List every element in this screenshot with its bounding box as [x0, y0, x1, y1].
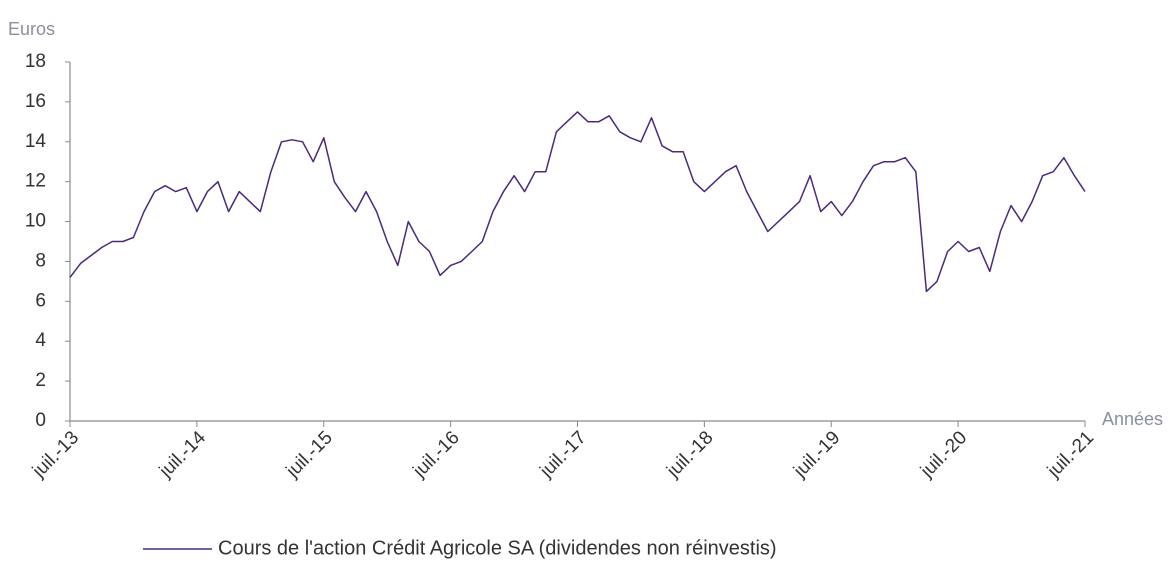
y-tick-label: 12 — [25, 171, 46, 192]
y-tick-label: 4 — [35, 330, 46, 351]
x-tick-label: juil.-14 — [155, 427, 210, 482]
x-tick-label: juil.-17 — [535, 427, 590, 482]
x-tick-label: juil.-18 — [662, 427, 717, 482]
y-tick-label: 18 — [25, 51, 46, 72]
y-tick-label: 8 — [35, 250, 46, 271]
y-tick-label: 6 — [35, 290, 46, 311]
y-tick-label: 2 — [35, 370, 46, 391]
legend-label: Cours de l'action Crédit Agricole SA (di… — [218, 537, 777, 559]
y-tick-label: 0 — [35, 410, 46, 431]
x-tick-label: juil.-13 — [28, 427, 83, 482]
y-tick-label: 16 — [25, 91, 46, 112]
x-tick-label: juil.-21 — [1043, 427, 1098, 482]
line-series — [69, 111, 1086, 293]
x-tick-label: juil.-15 — [282, 427, 337, 482]
x-tick-label: juil.-20 — [916, 427, 971, 482]
x-tick-label: juil.-16 — [409, 427, 464, 482]
y-tick-label: 10 — [25, 211, 46, 232]
y-axis-label: Euros — [8, 19, 55, 39]
x-tick-label: juil.-19 — [789, 427, 844, 482]
x-axis-label: Années — [1102, 409, 1163, 429]
y-tick-label: 14 — [25, 131, 47, 152]
